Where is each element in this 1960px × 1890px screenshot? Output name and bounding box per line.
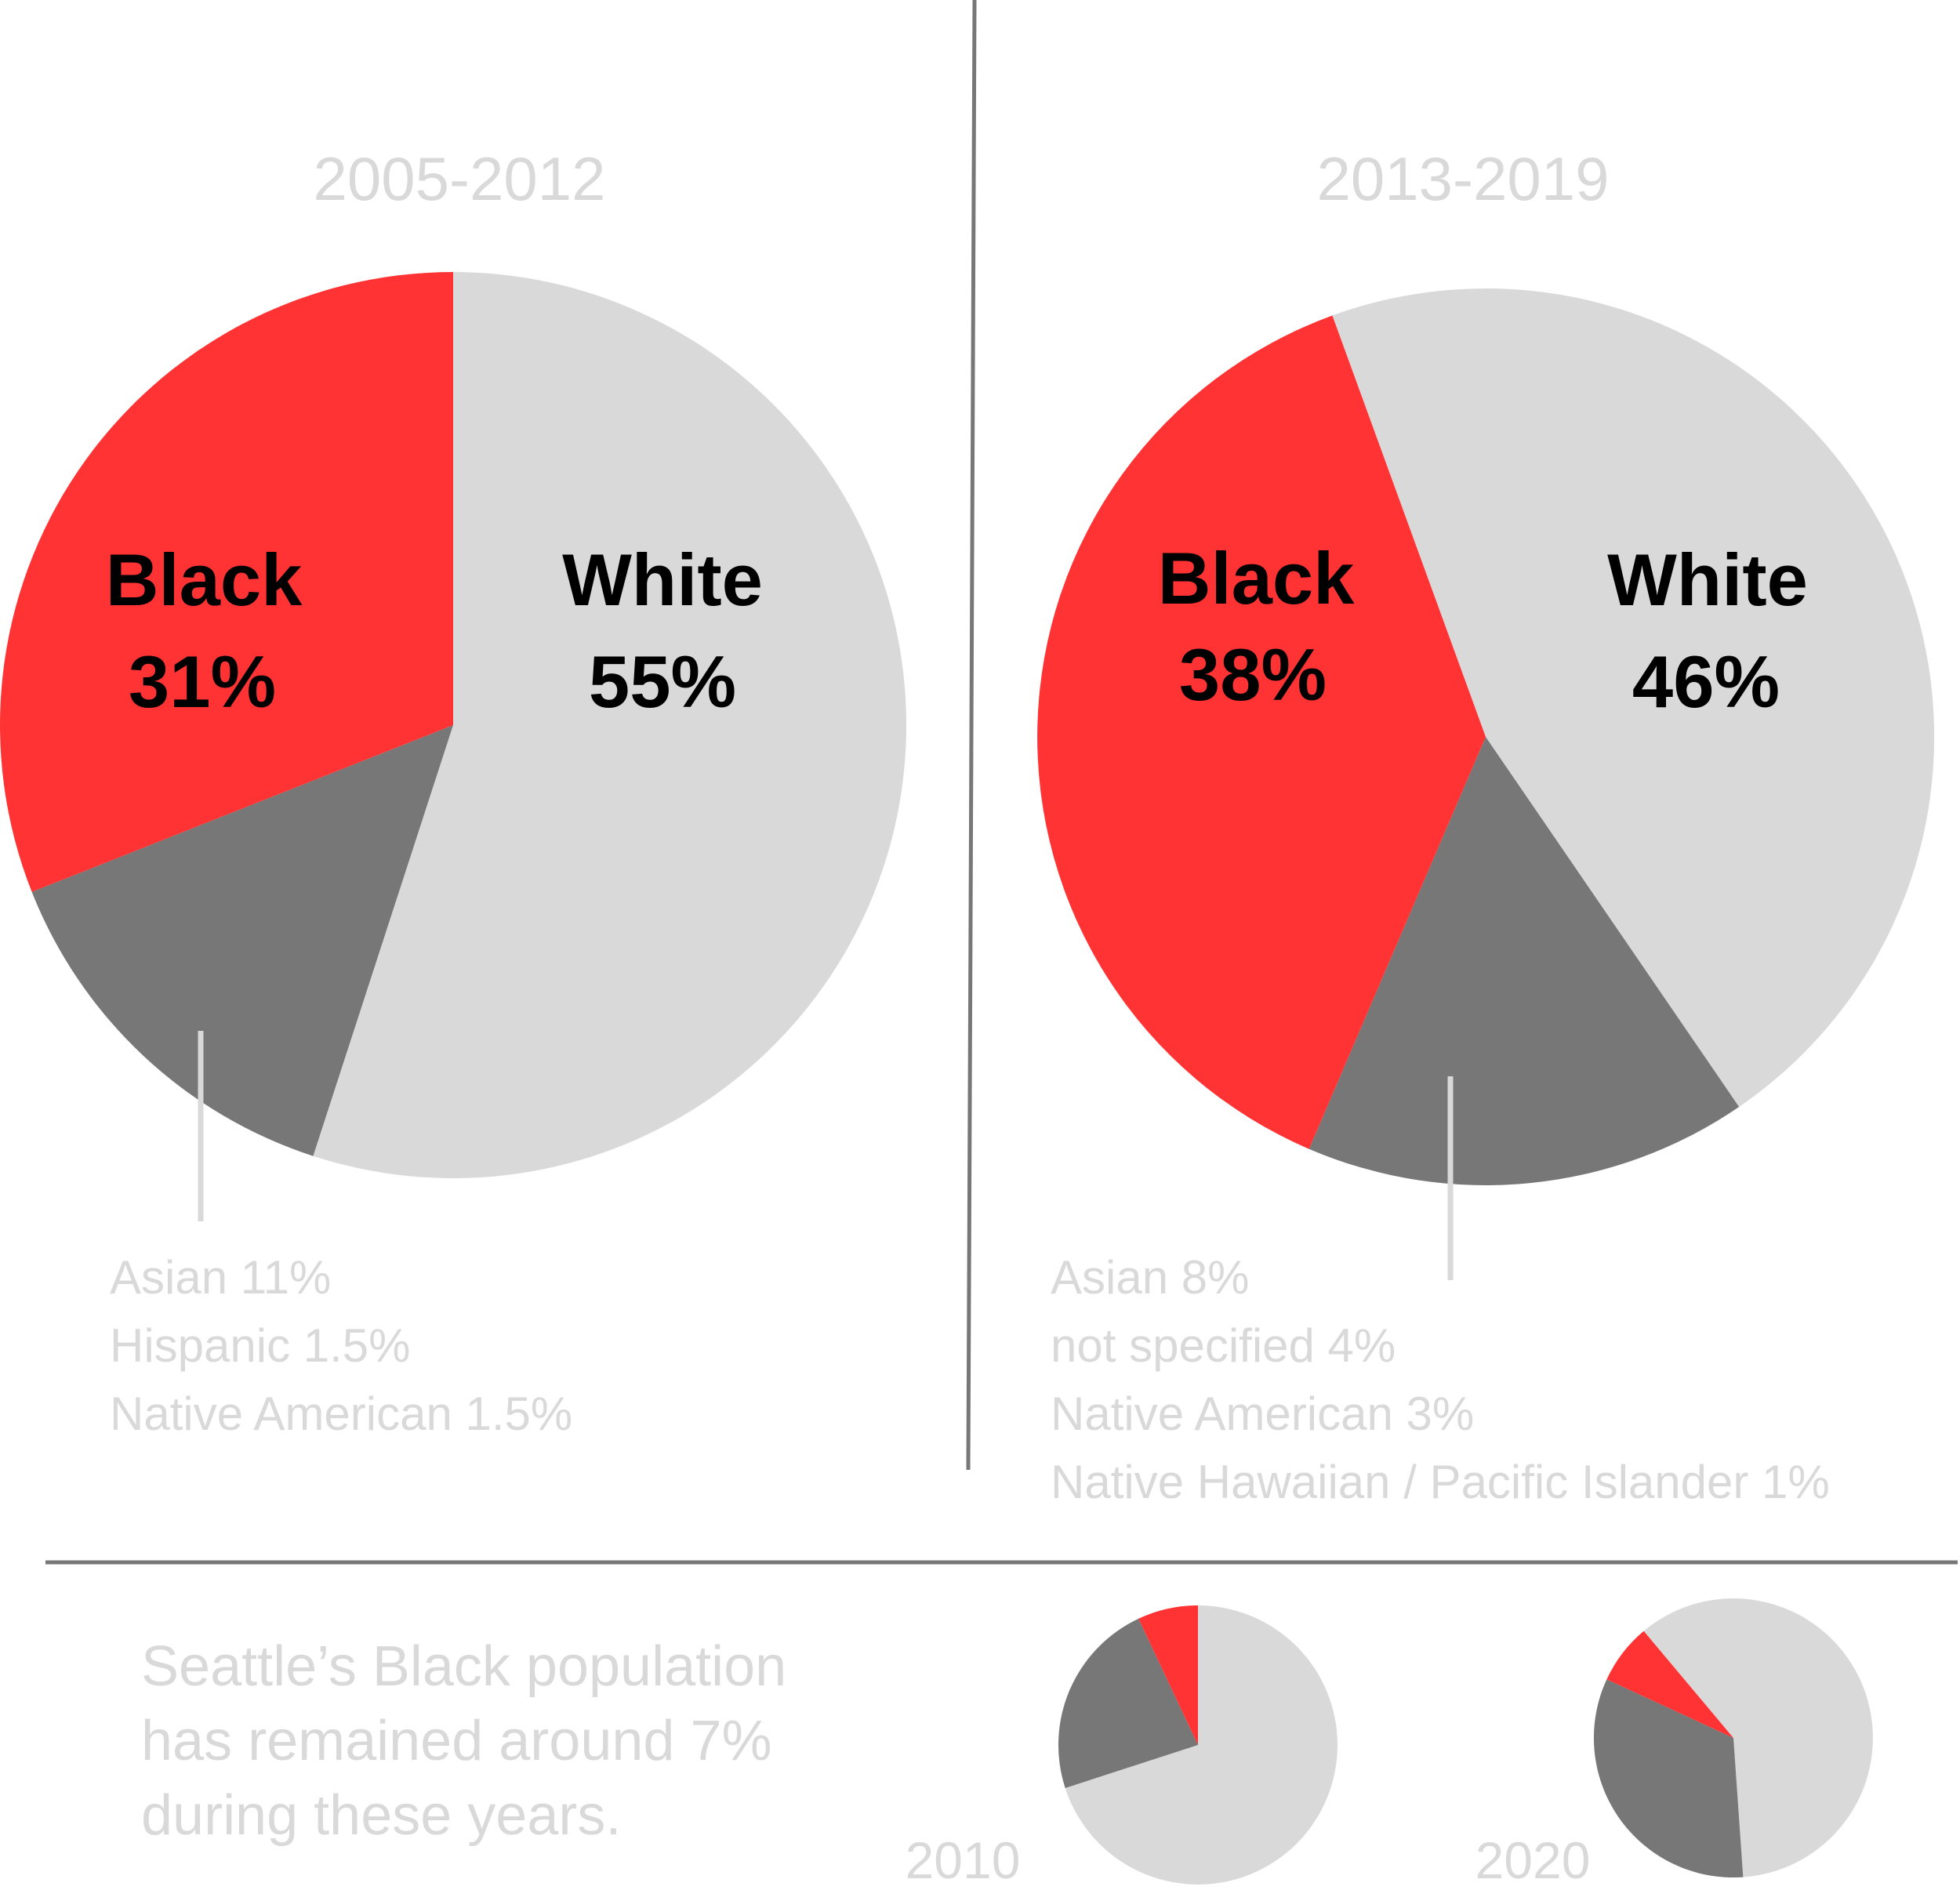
pie-2005-2012-slice-other — [31, 725, 454, 1156]
note-line-1: Seattle’s Black population — [141, 1635, 786, 1698]
pie-2013-2019-slice-black — [1037, 315, 1486, 1149]
pie-2005-2012-slices — [0, 272, 907, 1179]
note-line-2: has remained around 7% — [141, 1710, 772, 1772]
pie-2013-2019-slice-white — [1332, 288, 1935, 1107]
population-note: Seattle’s Black population has remained … — [141, 1635, 786, 1847]
pie-2005-2012-other-3: Native American 1.5% — [110, 1388, 572, 1440]
pie-2005-2012-other-2: Hispanic 1.5% — [110, 1319, 411, 1372]
pie-2013-2019-other-3: Native American 3% — [1051, 1388, 1474, 1440]
pie-2010-slice-black — [1138, 1605, 1198, 1745]
pie-2005-2012-white-name: White — [562, 539, 763, 621]
pie-2020-label: 2020 — [1475, 1831, 1591, 1889]
pie-2013-2019-title: 2013-2019 — [1316, 144, 1609, 213]
pie-2013-2019-other-4: Native Hawaiian / Pacific Islander 1% — [1051, 1456, 1830, 1508]
pie-2020: 2020 — [1475, 1598, 1873, 1889]
pie-2013-2019-slices — [1037, 288, 1935, 1185]
pie-2013-2019-other-1: Asian 8% — [1051, 1251, 1249, 1304]
pie-2010-label: 2010 — [906, 1831, 1021, 1889]
pie-2020-slice-white — [1643, 1598, 1873, 1877]
pie-2005-2012-slice-white — [313, 272, 907, 1179]
pie-2010-slices — [1058, 1605, 1338, 1885]
pie-2005-2012-title: 2005-2012 — [313, 144, 605, 213]
pie-2010-slice-white — [1065, 1605, 1338, 1885]
note-line-3: during these years. — [141, 1784, 621, 1847]
pie-2013-2019-other-2: not specified 4% — [1051, 1319, 1396, 1372]
pie-2013-2019-black-name: Black — [1158, 537, 1356, 619]
pie-2013-2019-white-name: White — [1607, 539, 1808, 621]
pie-2010: 2010 — [906, 1605, 1338, 1889]
pie-2013-2019-black-value: 38% — [1179, 633, 1327, 716]
pie-2020-slice-black — [1606, 1631, 1733, 1738]
pie-2005-2012-black-name: Black — [106, 539, 303, 621]
pie-2020-slices — [1593, 1598, 1873, 1878]
pie-2005-2012-white-value: 55% — [589, 640, 736, 723]
pie-2010-slice-other — [1058, 1618, 1198, 1788]
pie-2005-2012-other-1: Asian 11% — [110, 1251, 331, 1304]
vertical-divider — [966, 0, 977, 1471]
pie-2005-2012-black-value: 31% — [129, 640, 276, 723]
pie-2020-slice-other — [1593, 1679, 1744, 1878]
pie-2005-2012-slice-black — [0, 272, 454, 892]
pie-2005-2012: 2005-2012 Black 31% White 55% Asian 11% … — [0, 144, 907, 1440]
pie-2013-2019-slice-other — [1308, 737, 1740, 1185]
pie-2013-2019-white-value: 46% — [1632, 640, 1780, 723]
pie-2013-2019: 2013-2019 Black 38% White 46% Asian 8% n… — [1037, 144, 1935, 1508]
